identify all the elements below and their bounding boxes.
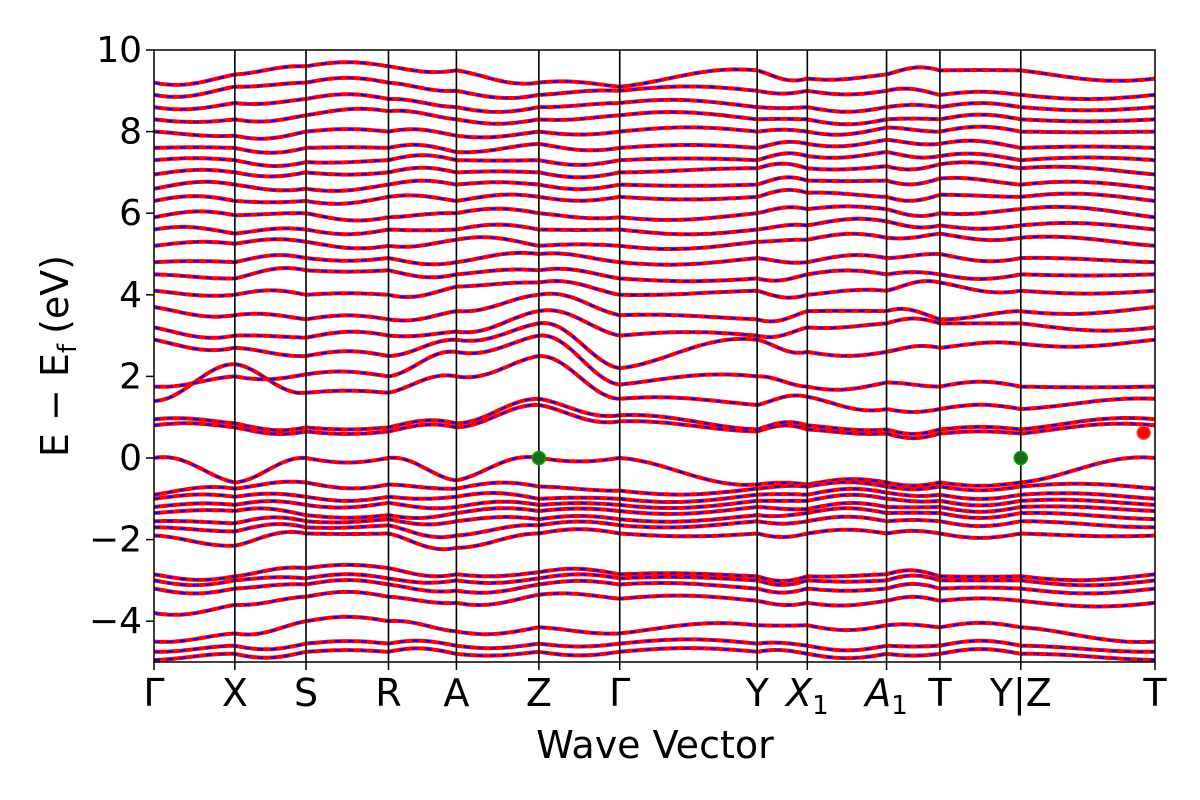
y-axis-label-unit: (eV) <box>33 255 77 334</box>
band-line-red <box>153 106 1156 127</box>
y-tick-label: 4 <box>119 275 142 316</box>
kpath-label: Z <box>526 671 552 715</box>
band-line-red <box>153 137 1156 155</box>
band-edge-marker <box>531 450 547 466</box>
x-axis-label: Wave Vector <box>536 723 774 767</box>
band-line-red <box>153 646 1156 662</box>
kpath-label: Y <box>745 671 770 715</box>
y-tick-label: 2 <box>119 356 142 397</box>
band-edge-marker <box>1136 425 1151 440</box>
band-line-red <box>153 589 1156 617</box>
band-line-red <box>153 92 1156 114</box>
band-line-red <box>153 614 1156 644</box>
kpath-label: A <box>443 671 469 715</box>
kpath-label: Y|Z <box>989 671 1052 716</box>
x-axis-kpath-labels: Γ X S R A Z Γ Y X1 A1 T Y|Z T <box>143 662 1167 721</box>
y-tick-label: 6 <box>119 193 142 234</box>
y-tick-label: −4 <box>89 601 142 642</box>
kpath-label: X <box>222 671 248 715</box>
y-tick-label: 0 <box>119 438 142 479</box>
band-line-red <box>153 231 1156 251</box>
y-tick-label: 8 <box>119 112 142 153</box>
band-line-red <box>153 187 1156 206</box>
band-line-red <box>153 250 1156 267</box>
band-line-red <box>153 266 1156 284</box>
y-axis-label-main: E − E <box>33 353 77 457</box>
y-axis-label: E − Ef (eV) <box>33 255 83 457</box>
kpath-label: R <box>375 671 401 715</box>
plot-frame <box>153 49 1156 663</box>
kpath-label-main: A <box>862 671 891 715</box>
y-axis-ticks: 10 8 6 4 2 0 −2 −4 <box>89 30 154 642</box>
band-edge-marker <box>1013 450 1029 466</box>
kpath-label: X1 <box>784 671 829 721</box>
kpath-label: S <box>294 671 318 715</box>
kpath-label-sub: 1 <box>812 691 829 721</box>
band-line-red <box>153 279 1156 300</box>
band-line-red <box>153 527 1156 552</box>
band-line-red <box>153 291 1156 324</box>
kpath-label: A1 <box>862 671 908 721</box>
y-tick-label: −2 <box>89 520 142 561</box>
band-line-red <box>153 175 1156 193</box>
kpath-label: Γ <box>609 671 630 715</box>
bands-layer <box>153 60 1156 662</box>
y-tick-label: 10 <box>96 30 142 71</box>
kpath-label: Γ <box>143 671 164 715</box>
kpath-label: T <box>927 671 952 715</box>
y-axis-label-sub: f <box>53 343 83 353</box>
kpath-label-sub: 1 <box>891 691 908 721</box>
kpath-label-main: X <box>784 671 813 715</box>
kpath-label: T <box>1142 671 1167 715</box>
band-line-blue-dashed <box>153 321 1156 370</box>
band-edge-markers <box>531 425 1151 466</box>
band-line-red <box>153 150 1156 168</box>
band-line-red <box>153 204 1156 223</box>
high-symmetry-lines <box>234 50 1022 662</box>
band-line-red <box>153 124 1156 141</box>
